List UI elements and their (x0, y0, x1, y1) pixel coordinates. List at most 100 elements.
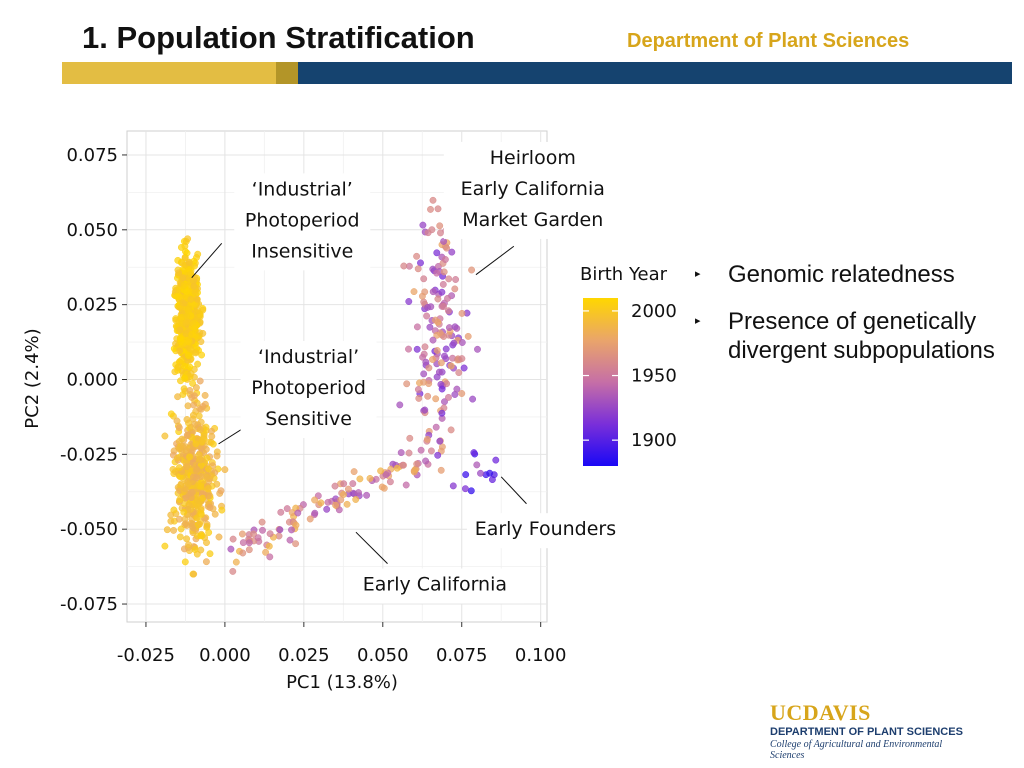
data-point (461, 485, 469, 493)
data-point (174, 256, 182, 264)
data-point (213, 452, 221, 460)
data-point (204, 485, 212, 493)
annotation-label: Early Founders (475, 518, 616, 540)
data-points (161, 187, 500, 578)
data-point (193, 465, 201, 473)
legend-title: Birth Year (580, 264, 668, 285)
data-point (420, 370, 428, 378)
data-point (204, 465, 212, 473)
data-point (349, 480, 357, 488)
y-tick-label: -0.075 (60, 594, 118, 615)
data-point (420, 298, 428, 306)
data-point (355, 489, 362, 497)
data-point (163, 526, 171, 534)
data-point (331, 482, 339, 490)
data-point (436, 437, 444, 445)
data-point (442, 345, 450, 353)
data-point (245, 539, 253, 547)
data-point (254, 534, 262, 542)
data-point (187, 488, 195, 496)
y-tick-label: -0.050 (60, 519, 118, 540)
data-point (283, 505, 291, 513)
data-point (436, 222, 444, 230)
data-point (441, 352, 448, 360)
data-point (438, 385, 446, 393)
data-point (176, 326, 184, 334)
data-point (433, 347, 441, 354)
data-point (196, 377, 204, 385)
data-point (183, 416, 191, 423)
data-point (396, 401, 404, 409)
annotation-background (345, 568, 524, 604)
data-point (259, 526, 266, 534)
data-point (410, 468, 418, 476)
data-point (266, 530, 274, 538)
data-point (377, 467, 385, 475)
data-point (413, 345, 421, 353)
annotation-background (234, 173, 371, 271)
data-point (188, 330, 196, 338)
data-point (415, 394, 423, 402)
bullet-marker: ▸ (695, 268, 701, 280)
data-point (190, 570, 198, 578)
data-point (458, 355, 466, 363)
data-point (423, 312, 431, 320)
data-point (204, 492, 212, 500)
data-point (190, 401, 198, 409)
y-axis-title: PC2 (2.4%) (22, 328, 43, 428)
data-point (197, 546, 205, 554)
x-tick-label: 0.025 (278, 645, 330, 666)
data-point (170, 506, 178, 514)
logo-college: College of Agricultural and Environmenta… (770, 739, 943, 761)
data-point (410, 288, 418, 296)
data-point (444, 294, 451, 302)
data-point (423, 435, 431, 443)
data-point (414, 265, 422, 273)
data-point (405, 345, 412, 353)
header-band-gold (62, 62, 276, 84)
legend-colorbar (583, 298, 618, 466)
data-point (265, 542, 273, 550)
annotation-label: Early California (363, 574, 507, 596)
data-point (175, 424, 183, 432)
data-point (470, 449, 478, 457)
data-point (181, 375, 189, 382)
data-point (437, 359, 445, 367)
data-point (421, 343, 429, 351)
data-point (180, 281, 188, 289)
data-point (294, 509, 302, 517)
data-point (192, 440, 200, 448)
data-point (175, 464, 183, 472)
data-point (182, 447, 190, 455)
data-point (186, 387, 194, 394)
data-point (191, 420, 199, 428)
data-point (197, 482, 205, 490)
data-point (378, 483, 386, 491)
data-point (191, 289, 199, 297)
y-tick-label: 0.075 (66, 145, 118, 166)
data-point (453, 385, 461, 393)
data-point (184, 235, 192, 243)
data-point (438, 288, 446, 296)
data-point (419, 353, 427, 361)
data-point (173, 417, 181, 425)
data-point (421, 406, 429, 414)
data-point (451, 285, 459, 293)
data-point (213, 480, 221, 488)
data-point (258, 518, 266, 526)
data-point (467, 487, 475, 495)
data-point (186, 453, 194, 461)
data-point (440, 268, 448, 276)
data-point (439, 280, 447, 288)
annotation-label: Photoperiod (245, 209, 360, 231)
legend-tick-label: 1900 (631, 430, 677, 451)
data-point (443, 380, 451, 388)
data-point (167, 410, 175, 418)
data-point (266, 553, 274, 561)
data-point (438, 409, 446, 417)
data-point (332, 501, 340, 509)
data-point (426, 323, 434, 331)
data-point (184, 352, 192, 359)
data-point (174, 363, 182, 371)
